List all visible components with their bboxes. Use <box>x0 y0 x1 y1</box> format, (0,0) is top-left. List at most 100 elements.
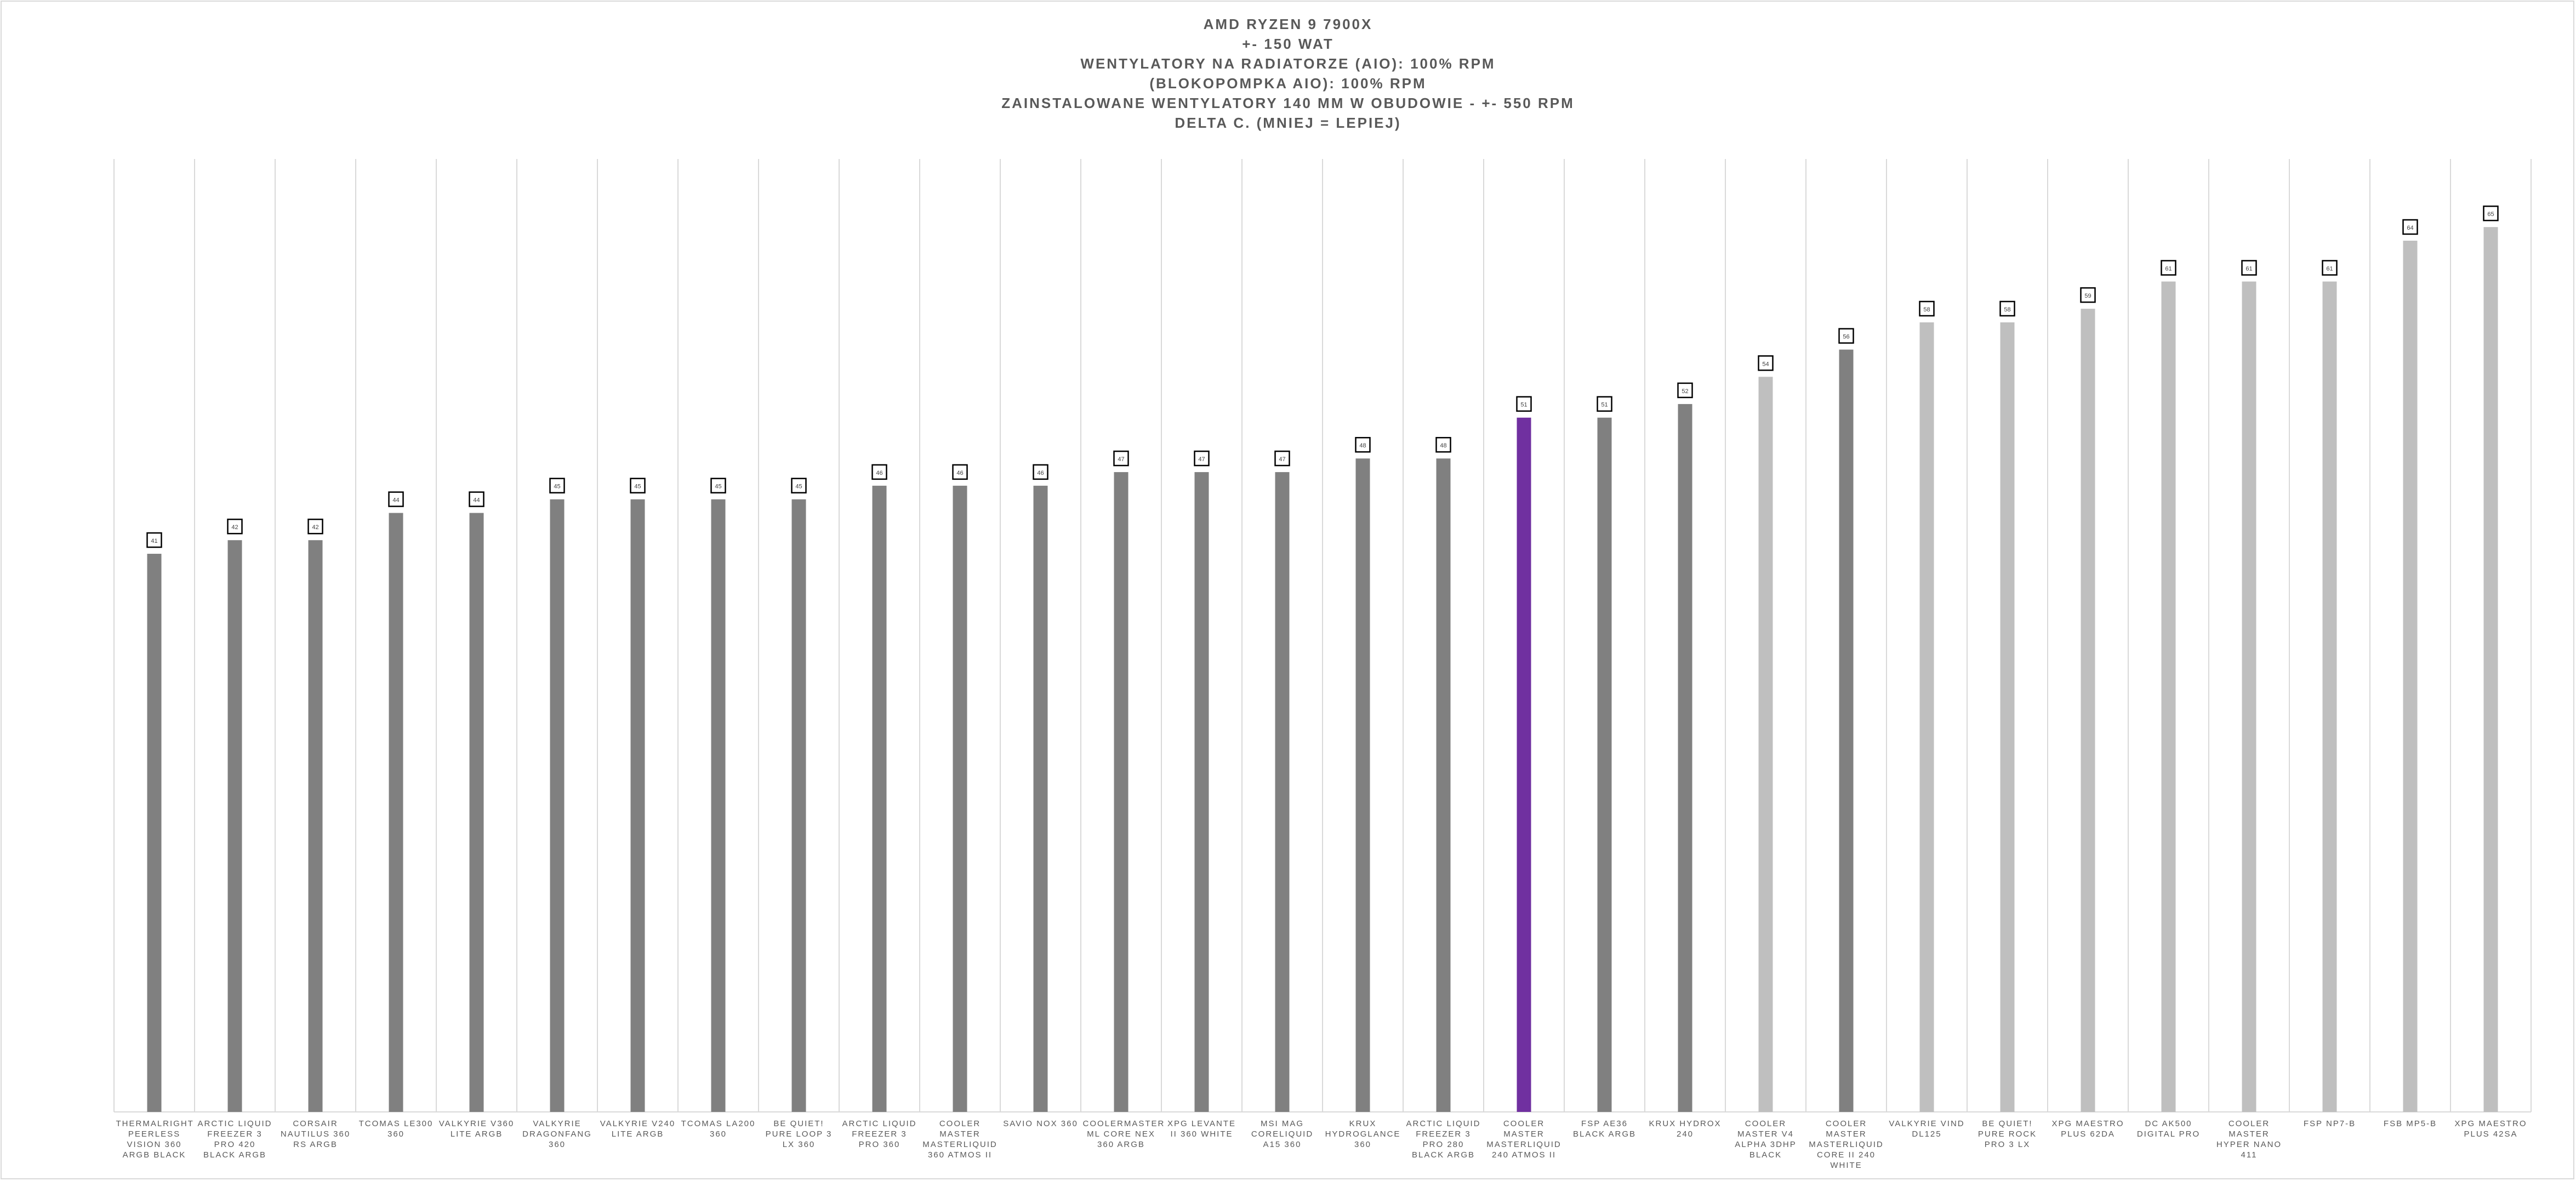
data-label-box <box>630 478 646 493</box>
category-label: MSI MAG CORELIQUID A15 360 <box>1251 1119 1314 1149</box>
bar <box>1033 485 1048 1112</box>
data-label: 58 <box>1923 306 1930 313</box>
bar <box>2322 281 2337 1112</box>
data-label: 61 <box>2246 265 2252 272</box>
data-label: 47 <box>1198 456 1205 463</box>
bar <box>1517 417 1531 1112</box>
category-label: VALKYRIE VIND DL125 <box>1889 1119 1965 1139</box>
data-label-box <box>2483 205 2499 222</box>
title-line-5: ZAINSTALOWANE WENTYLATORY 140 MM W OBUDO… <box>1001 95 1575 111</box>
bar <box>2242 281 2256 1112</box>
data-label-box <box>2080 287 2096 303</box>
chart-title: AMD RYZEN 9 7900X +- 150 WAT WENTYLATORY… <box>0 14 2576 133</box>
data-label-box <box>469 491 485 507</box>
category-label: COOLER MASTER HYPER NANO 411 <box>2216 1119 2282 1160</box>
bar <box>2000 322 2015 1112</box>
data-label-box <box>1999 300 2015 317</box>
data-label-box <box>1758 355 1774 371</box>
category-label: TCOMAS LA200 360 <box>681 1119 756 1139</box>
data-label: 46 <box>1037 470 1044 476</box>
category-label: VALKYRIE DRAGONFANG 360 <box>522 1119 592 1149</box>
bar <box>1355 458 1370 1112</box>
category-label: ARCTIC LIQUID FREEZER 3 PRO 360 <box>842 1119 917 1149</box>
title-line-1: AMD RYZEN 9 7900X <box>1203 16 1373 32</box>
bar <box>791 499 806 1112</box>
data-label: 61 <box>2326 265 2333 272</box>
category-label: COOLERMASTER ML CORE NEX 360 ARGB <box>1082 1119 1165 1149</box>
bar <box>711 499 726 1112</box>
data-label: 45 <box>554 484 560 490</box>
data-label: 42 <box>231 524 238 531</box>
data-label: 41 <box>151 538 157 544</box>
data-label-box <box>1113 450 1129 467</box>
bar <box>550 499 565 1112</box>
data-label-box <box>952 464 968 480</box>
bar <box>2081 309 2095 1112</box>
category-label: FSP NP7-B <box>2303 1119 2356 1128</box>
bar <box>2403 240 2418 1112</box>
data-label-box <box>1919 300 1935 317</box>
data-label-box <box>549 478 565 493</box>
data-label-box <box>1194 450 1210 467</box>
data-label: 51 <box>1520 402 1527 408</box>
category-label: DC AK500 DIGITAL PRO <box>2136 1119 2201 1139</box>
data-label: 56 <box>1843 334 1849 340</box>
category-label: XPG MAESTRO PLUS 62DA <box>2051 1119 2124 1139</box>
data-label: 51 <box>1601 402 1608 408</box>
data-label: 47 <box>1279 456 1285 463</box>
data-label-box <box>1274 450 1290 467</box>
bar <box>2483 227 2498 1112</box>
data-label: 42 <box>312 524 318 531</box>
bar <box>1194 472 1209 1112</box>
data-label-box <box>791 478 807 493</box>
data-label-box <box>1355 436 1371 453</box>
bar <box>953 485 967 1112</box>
data-label-box <box>1033 464 1048 480</box>
bar <box>1436 458 1451 1112</box>
data-label: 46 <box>876 470 882 476</box>
data-label-box <box>1597 396 1612 412</box>
data-label: 64 <box>2407 225 2413 231</box>
data-label: 48 <box>1440 442 1446 449</box>
category-label: COOLER MASTER V4 ALPHA 3DHP BLACK <box>1735 1119 1797 1160</box>
bar <box>308 540 323 1112</box>
data-label: 65 <box>2487 211 2494 218</box>
category-label: BE QUIET! PURE LOOP 3 LX 360 <box>765 1119 833 1149</box>
data-label-box <box>146 532 162 548</box>
data-label: 44 <box>473 497 480 504</box>
category-label: BE QUIET! PURE ROCK PRO 3 LX <box>1977 1119 2037 1149</box>
bar <box>1758 377 1773 1112</box>
title-line-2: +- 150 WAT <box>1242 36 1334 52</box>
data-label: 58 <box>2004 306 2010 313</box>
bar <box>630 499 645 1112</box>
bar <box>227 540 242 1112</box>
data-label-box <box>1838 328 1854 344</box>
bar <box>1678 404 1692 1112</box>
category-label: VALKYRIE V360 LITE ARGB <box>438 1119 515 1139</box>
bar <box>1597 417 1612 1112</box>
category-label: FSP AE36 BLACK ARGB <box>1572 1119 1637 1139</box>
data-label: 45 <box>715 484 721 490</box>
data-label-box <box>710 478 726 493</box>
data-label: 44 <box>392 497 399 504</box>
data-label-box <box>227 518 243 535</box>
category-label: THERMALRIGHT PEERLESS VISION 360 ARGB BL… <box>116 1119 194 1160</box>
bar <box>1114 472 1129 1112</box>
data-label-box <box>2161 260 2176 276</box>
data-label: 45 <box>795 484 802 490</box>
data-label-box <box>388 491 404 507</box>
category-label: KRUX HYDROX 240 <box>1649 1119 1722 1139</box>
category-label: COOLER MASTER MASTERLIQUID 240 ATMOS II <box>1486 1119 1561 1160</box>
bar <box>1839 349 1854 1112</box>
category-label: ARCTIC LIQUID FREEZER 3 PRO 280 BLACK AR… <box>1406 1119 1481 1160</box>
category-label: KRUX HYDROGLANCE 360 <box>1325 1119 1401 1149</box>
data-label: 47 <box>1118 456 1124 463</box>
bar <box>2161 281 2176 1112</box>
category-label: VALKYRIE V240 LITE ARGB <box>600 1119 676 1139</box>
bar <box>147 554 162 1112</box>
bar <box>1275 472 1290 1112</box>
bar <box>389 513 403 1112</box>
data-label: 48 <box>1359 442 1366 449</box>
data-label-box <box>2402 219 2418 235</box>
